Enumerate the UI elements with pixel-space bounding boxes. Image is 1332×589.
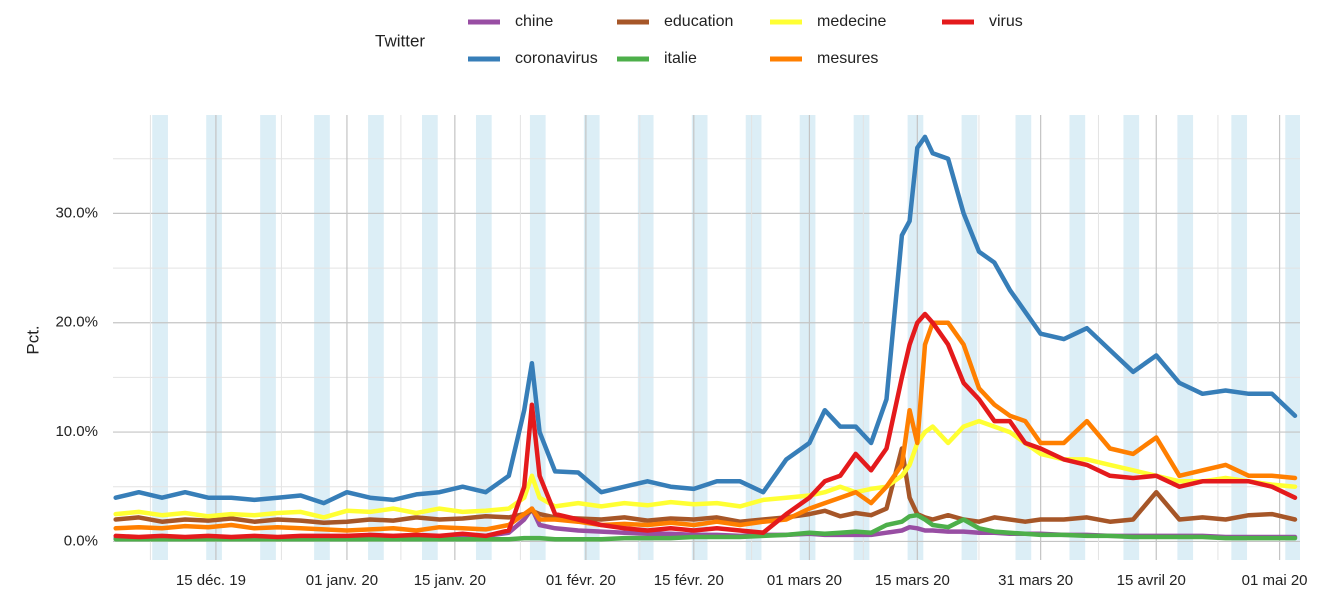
y-tick-label: 30.0%: [55, 204, 98, 221]
line: [113, 311, 1298, 540]
weekend-band: [961, 115, 978, 560]
x-tick-label: 15 févr. 20: [654, 572, 724, 589]
weekend-band: [1177, 115, 1194, 560]
weekend-band: [637, 115, 654, 560]
legend-title: Twitter: [375, 31, 425, 50]
x-tick-label: 01 mars 20: [767, 572, 842, 589]
weekend-band: [583, 115, 600, 560]
weekend-band: [1231, 115, 1248, 560]
weekend-band: [907, 115, 924, 560]
x-tick-label: 01 janv. 20: [306, 572, 378, 589]
weekend-band: [1285, 115, 1300, 560]
line: [113, 134, 1298, 506]
weekend-band: [853, 115, 870, 560]
weekend-band: [1069, 115, 1086, 560]
x-tick-label: 01 mai 20: [1242, 572, 1308, 589]
x-tick-label: 15 déc. 19: [176, 572, 246, 589]
x-tick-label: 15 janv. 20: [414, 572, 486, 589]
legend-label: medecine: [817, 13, 886, 30]
x-tick-label: 15 avril 20: [1117, 572, 1186, 589]
x-tick-label: 01 févr. 20: [546, 572, 616, 589]
weekend-band: [1015, 115, 1032, 560]
y-axis-title: Pct.: [23, 325, 42, 354]
line: [113, 320, 1298, 533]
weekend-band: [691, 115, 708, 560]
weekend-band: [422, 115, 438, 560]
weekend-band: [1123, 115, 1140, 560]
legend-label: virus: [989, 13, 1023, 30]
weekend-band: [206, 115, 222, 560]
line: [113, 512, 1298, 542]
weekend-band: [475, 115, 492, 560]
weekend-band: [368, 115, 384, 560]
legend-label: education: [664, 13, 733, 30]
legend-label: mesures: [817, 50, 878, 67]
y-tick-label: 10.0%: [55, 423, 98, 440]
legend-label: italie: [664, 50, 697, 67]
weekend-band: [745, 115, 762, 560]
y-tick-label: 20.0%: [55, 314, 98, 331]
legend-label: coronavirus: [515, 50, 598, 67]
weekend-band: [529, 115, 546, 560]
weekend-band: [152, 115, 168, 560]
x-tick-label: 15 mars 20: [875, 572, 950, 589]
legend-label: chine: [515, 13, 553, 30]
y-tick-label: 0.0%: [64, 532, 98, 549]
x-tick-label: 31 mars 20: [998, 572, 1073, 589]
weekend-band: [314, 115, 330, 560]
weekend-band: [260, 115, 276, 560]
